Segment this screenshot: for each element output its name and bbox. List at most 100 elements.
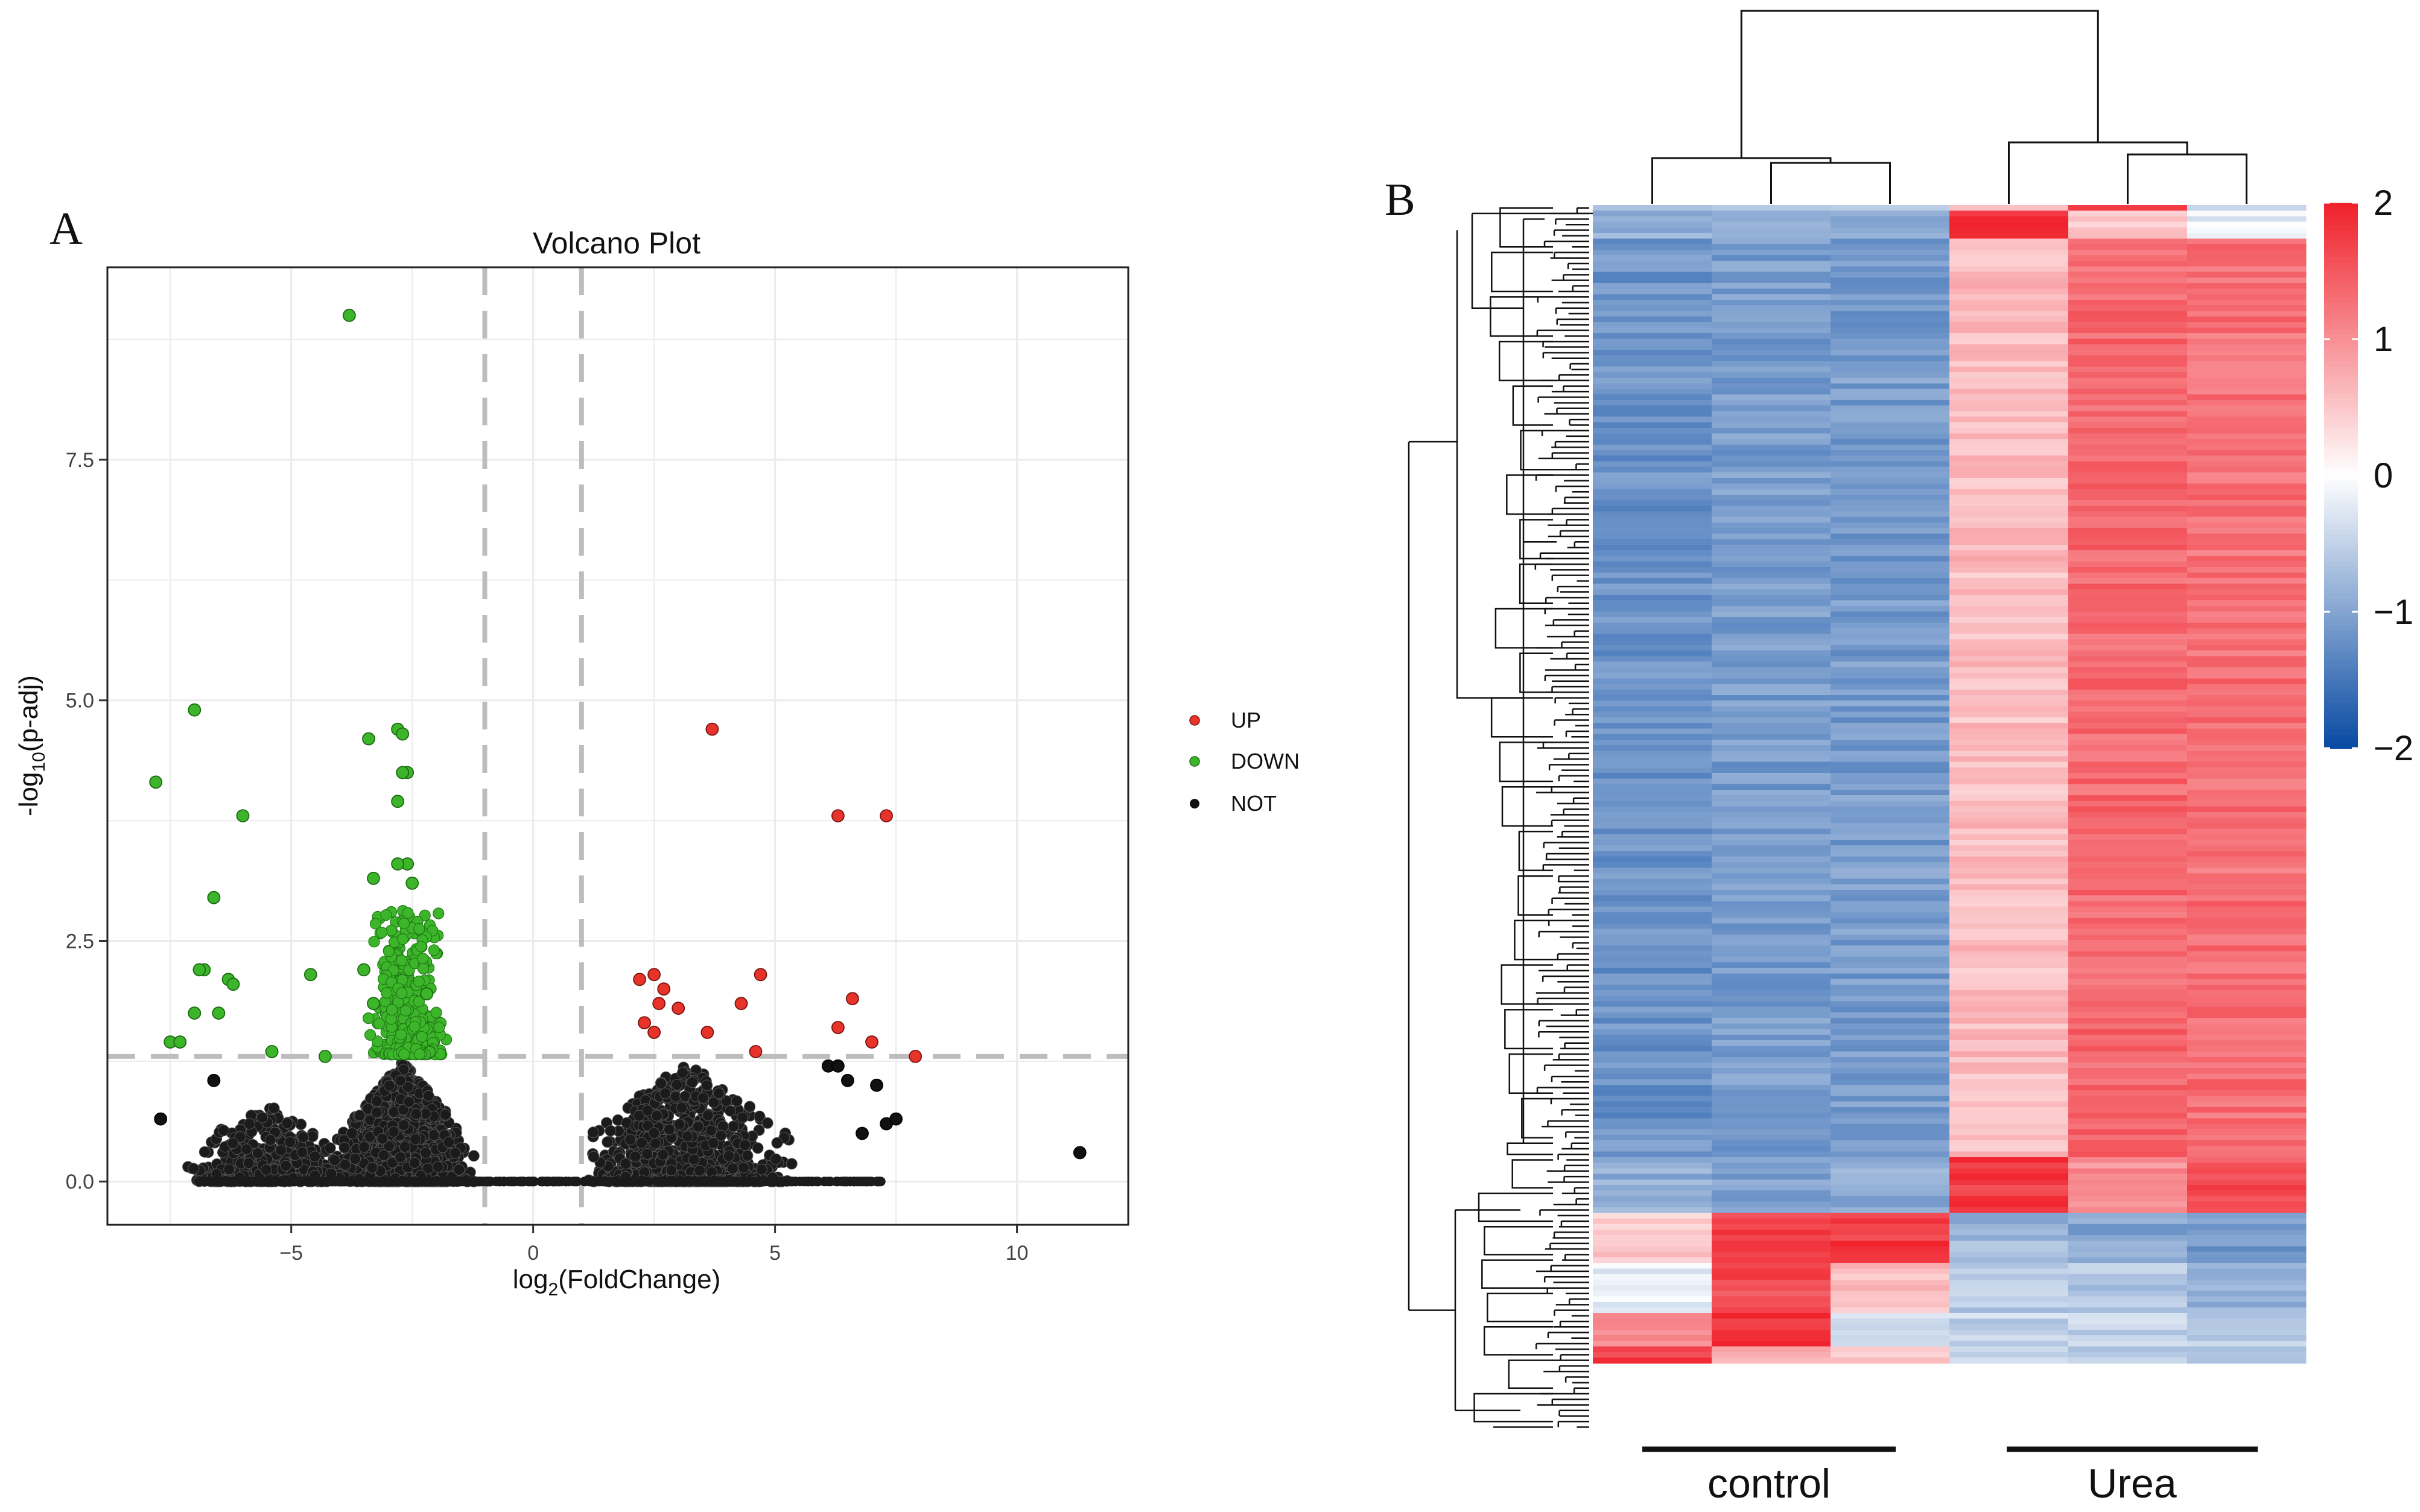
heatmap-cell [2187, 851, 2307, 857]
heatmap-cell [2068, 416, 2188, 423]
heatmap-cell [2068, 583, 2188, 590]
down-cluster-point [402, 907, 414, 919]
heatmap-cell [1831, 778, 1950, 785]
cloud-point [659, 1087, 672, 1099]
heatmap-cell [2068, 573, 2188, 579]
heatmap-cell [1949, 266, 2069, 273]
heatmap-cell [2068, 428, 2188, 434]
heatmap-cell [1949, 483, 2069, 490]
heatmap-cell [1949, 494, 2069, 501]
heatmap-cell [1831, 522, 1950, 529]
cloud-point [281, 1177, 291, 1187]
heatmap-cell [1949, 589, 2069, 596]
heatmap-cell [1593, 366, 1712, 373]
heatmap-cell [2187, 478, 2307, 484]
heatmap-cell [1593, 583, 1712, 590]
heatmap-cell [1831, 606, 1950, 612]
cloud-point [346, 1127, 358, 1139]
heatmap-cell [2068, 828, 2188, 835]
heatmap-cell [1712, 389, 1831, 395]
cloud-point [701, 1079, 713, 1091]
heatmap-cell [2068, 717, 2188, 723]
heatmap-cell [2068, 700, 2188, 707]
heatmap-cell [1712, 244, 1831, 250]
heatmap-cell [2068, 773, 2188, 780]
heatmap-cell [1949, 751, 2069, 757]
heatmap-cell [1831, 361, 1950, 367]
heatmap-cell [1949, 561, 2069, 568]
cloud-point [281, 1117, 293, 1129]
heatmap-cell [1949, 639, 2069, 646]
heatmap-cell [1712, 405, 1831, 412]
heatmap-cell [1712, 372, 1831, 378]
heatmap-cell [2187, 561, 2307, 568]
heatmap-cell [1831, 684, 1950, 690]
cloud-point [241, 1143, 252, 1155]
heatmap-cell [2068, 266, 2188, 273]
heatmap-cell [2187, 806, 2307, 813]
heatmap-cell [2068, 472, 2188, 478]
down-point [396, 766, 410, 780]
heatmap-cell [1831, 227, 1950, 233]
heatmap-cell [2187, 734, 2307, 740]
legend-not-label: NOT [1231, 791, 1277, 816]
heatmap-cell [1949, 389, 2069, 395]
heatmap-cell [1949, 678, 2069, 685]
heatmap-cell [1831, 383, 1950, 390]
heatmap-cell [1593, 272, 1712, 278]
up-point [749, 1045, 763, 1058]
heatmap-cell [1949, 456, 2069, 462]
heatmap-cell [1712, 567, 1831, 573]
heatmap-cell [1831, 594, 1950, 601]
heatmap-cell [1593, 773, 1712, 780]
cloud-point [466, 1177, 477, 1187]
heatmap-cell [1712, 789, 1831, 796]
heatmap-cell [1949, 294, 2069, 300]
heatmap-cell [2068, 411, 2188, 418]
heatmap-cell [2187, 650, 2307, 657]
cloud-point [386, 1157, 398, 1169]
up-point [633, 973, 646, 986]
heatmap-cell [1949, 338, 2069, 345]
heatmap-cell [2068, 678, 2188, 685]
heatmap-cell [2068, 878, 2188, 885]
heatmap-cell [1831, 862, 1950, 868]
cloud-point [198, 1146, 211, 1158]
heatmap-cell [2187, 873, 2307, 880]
cloud-point [624, 1134, 637, 1146]
heatmap-cell [1712, 439, 1831, 445]
heatmap-cell [2187, 583, 2307, 590]
heatmap-cell [2068, 511, 2188, 518]
heatmap-cell [1949, 333, 2069, 340]
heatmap-cell [1593, 478, 1712, 484]
heatmap-cell [1831, 784, 1950, 790]
heatmap-cell [1949, 695, 2069, 701]
heatmap-cell [2187, 249, 2307, 256]
heatmap-cell [1712, 338, 1831, 345]
down-point [391, 857, 404, 871]
heatmap-cell [2068, 789, 2188, 796]
heatmap-cell [1712, 711, 1831, 718]
heatmap-cell [1712, 249, 1831, 256]
heatmap-cell [1831, 773, 1950, 780]
heatmap-cell [1593, 684, 1712, 690]
heatmap-cell [1949, 450, 2069, 456]
heatmap-cell [1593, 567, 1712, 573]
heatmap-cell [2187, 578, 2307, 585]
down-cluster-point [395, 1028, 407, 1041]
heatmap-cell [1949, 383, 2069, 390]
heatmap-cell [1831, 322, 1950, 328]
heatmap-cell [2068, 862, 2188, 868]
heatmap-cell [1831, 466, 1950, 473]
cloud-point [726, 1163, 738, 1175]
heatmap-cell [1831, 845, 1950, 851]
heatmap-cell [2068, 589, 2188, 596]
cloud-point [629, 1151, 641, 1163]
not-point [856, 1126, 869, 1140]
heatmap-cell [2187, 784, 2307, 790]
heatmap-cell [1949, 812, 2069, 818]
cloud-point [692, 1120, 704, 1132]
heatmap-cell [2187, 389, 2307, 395]
heatmap-cell [1831, 372, 1950, 378]
heatmap-cell [1593, 873, 1712, 880]
